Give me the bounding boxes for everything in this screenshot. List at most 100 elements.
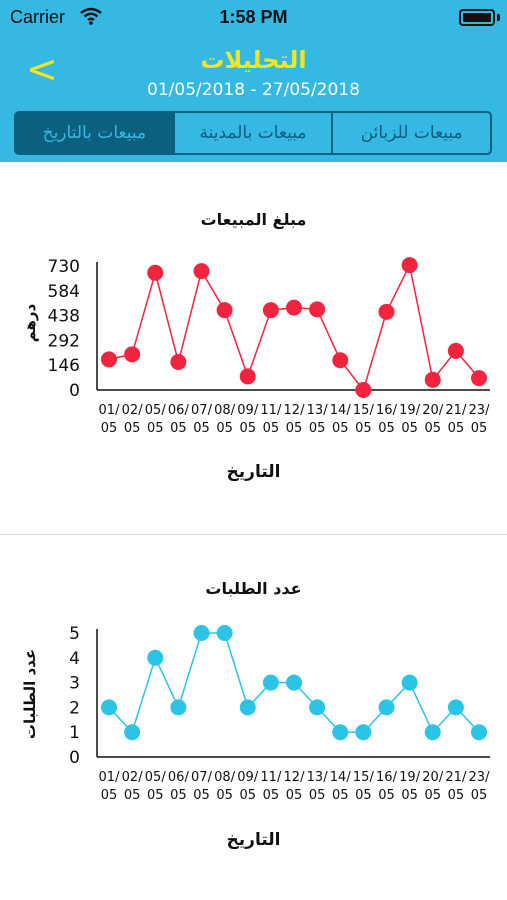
status-bar: Carrier 1:58 PM [0,0,507,36]
orders-data-point[interactable] [401,674,418,691]
sales-data-point[interactable] [170,353,187,370]
orders-x-tick-label: 14/ [330,770,352,785]
orders-data-point[interactable] [216,625,233,641]
sales-x-tick-label-month: 05 [263,421,280,436]
sales-data-point[interactable] [378,303,395,320]
orders-x-tick-label-month: 05 [147,788,164,803]
orders-data-point[interactable] [355,724,372,741]
sales-x-tick-label-month: 05 [471,421,488,436]
sales-data-point[interactable] [147,264,164,281]
sales-y-tick-label: 584 [48,282,80,302]
orders-x-tick-label-month: 05 [263,788,280,803]
orders-x-tick-label: 11/ [260,770,282,785]
sales-data-point[interactable] [355,382,372,398]
sales-data-point[interactable] [262,302,279,319]
sales-x-tick-label-month: 05 [286,421,303,436]
orders-data-point[interactable] [332,724,349,741]
segment-sales-by-city[interactable]: مبيعات بالمدينة [172,113,332,153]
orders-x-tick-label: 09/ [237,770,259,785]
sales-x-tick-label: 20/ [422,403,444,418]
orders-x-tick-label-month: 05 [124,788,141,803]
battery-icon [459,9,495,26]
sales-series-line [108,262,480,392]
carrier-label: Carrier [10,7,66,27]
orders-x-tick-label-month: 05 [309,788,326,803]
battery-tip [497,14,500,21]
sales-data-point[interactable] [309,301,326,318]
orders-x-tick-label-month: 05 [101,788,118,803]
sales-data-point[interactable] [424,371,441,388]
orders-x-tick-label-month: 05 [401,788,418,803]
orders-data-point[interactable] [262,674,279,691]
sales-x-tick-label: 11/ [260,403,282,418]
orders-data-point[interactable] [124,724,141,741]
sales-data-point[interactable] [124,346,141,363]
back-button[interactable]: < [26,47,58,91]
orders-data-point[interactable] [424,724,441,741]
chart-separator [0,534,507,535]
sales-x-tick-label: 16/ [376,403,398,418]
sales-y-tick-label: 292 [48,331,80,351]
orders-x-tick-label: 08/ [214,770,236,785]
orders-x-tick-label-month: 05 [239,788,256,803]
sales-x-tick-label-month: 05 [309,421,326,436]
orders-x-tick-label: 05/ [145,770,167,785]
sales-x-tick-label: 21/ [445,403,467,418]
orders-x-tick-label: 06/ [168,770,190,785]
orders-data-point[interactable] [471,724,487,741]
sales-x-tick-label-month: 05 [216,421,233,436]
sales-data-point[interactable] [216,302,233,319]
sales-x-tick-label: 01/ [99,403,121,418]
sales-data-point[interactable] [193,263,210,280]
sales-x-tick-label: 14/ [330,403,352,418]
orders-data-point[interactable] [193,625,210,641]
sales-x-tick-label: 13/ [307,403,329,418]
orders-data-point[interactable] [170,699,187,716]
orders-data-point[interactable] [447,699,464,716]
orders-y-tick-label: 2 [69,698,80,718]
sales-chart-card: مبلغ المبيعات درهم 0 146 292 438 584 730 01/05… [0,162,507,534]
sales-data-point[interactable] [286,299,302,316]
sales-x-tick-label-month: 05 [147,421,164,436]
orders-data-point[interactable] [239,699,256,716]
sales-data-point[interactable] [471,370,487,387]
sales-data-point[interactable] [447,342,464,359]
orders-x-tick-label-month: 05 [424,788,441,803]
segment-sales-by-date[interactable]: مبيعات بالتاريخ [16,113,173,153]
orders-chart-title: عدد الطلبات [205,579,302,598]
orders-data-point[interactable] [147,649,164,666]
sales-x-tick-label-month: 05 [448,421,465,436]
sales-x-tick-label-month: 05 [239,421,256,436]
segmented-control: مبيعات بالتاريخ مبيعات بالمدينة مبيعات ل… [14,111,492,155]
orders-x-tick-label: 12/ [284,770,306,785]
sales-x-tick-label-month: 05 [193,421,210,436]
orders-x-tick-label-month: 05 [378,788,395,803]
orders-x-tick-label-month: 05 [448,788,465,803]
sales-x-tick-label: 06/ [168,403,190,418]
orders-data-point[interactable] [101,699,117,716]
sales-data-point[interactable] [332,352,349,369]
sales-y-tick-label: 438 [48,307,80,327]
orders-data-point[interactable] [286,674,302,691]
orders-x-tick-label: 21/ [445,770,467,785]
sales-x-tick-label: 15/ [353,403,375,418]
segment-sales-by-customer[interactable]: مبيعات للزبائن [331,113,490,153]
sales-chart-title: مبلغ المبيعات [200,210,307,229]
sales-x-tick-label: 08/ [214,403,236,418]
sales-y-tick-label: 146 [48,356,80,376]
sales-y-tick-label: 0 [69,381,80,401]
sales-data-point[interactable] [101,351,117,368]
sales-x-tick-label: 02/ [122,403,144,418]
sales-x-tick-label-month: 05 [124,421,141,436]
orders-data-point[interactable] [309,699,326,716]
orders-data-point[interactable] [378,699,395,716]
sales-data-point[interactable] [401,257,418,274]
sales-x-axis-title: التاريخ [226,462,281,482]
orders-y-tick-label: 4 [69,649,80,669]
sales-x-tick-label-month: 05 [332,421,349,436]
orders-y-tick-label: 1 [69,723,80,743]
wifi-icon [80,7,102,30]
orders-y-tick-label: 0 [69,748,80,768]
sales-data-point[interactable] [239,368,256,385]
orders-x-tick-label-month: 05 [332,788,349,803]
